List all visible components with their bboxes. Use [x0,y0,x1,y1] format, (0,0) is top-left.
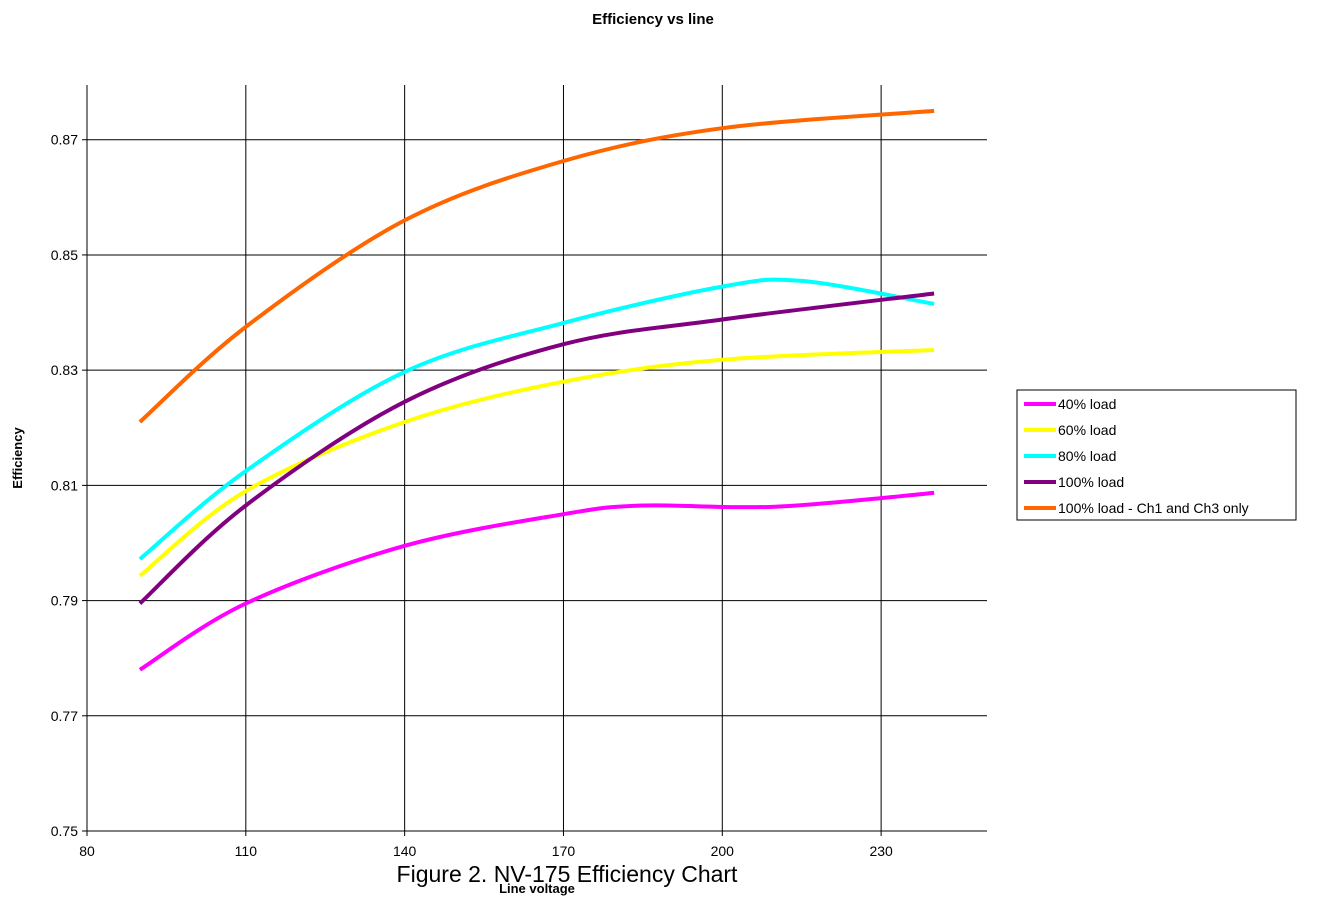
y-tick-label: 0.75 [51,823,78,839]
x-tick-label: 230 [869,843,893,859]
x-tick-label: 200 [711,843,735,859]
grid [87,85,987,831]
y-tick-label: 0.81 [51,477,78,493]
axes [82,85,987,836]
y-tick-labels: 0.75 0.77 0.79 0.81 0.83 0.85 0.87 [51,132,78,839]
y-tick-label: 0.85 [51,247,78,263]
x-tick-label: 170 [552,843,576,859]
legend-label: 100% load [1058,474,1124,490]
series-line-4 [138,291,935,605]
y-tick-label: 0.77 [51,708,78,724]
y-tick-label: 0.87 [51,132,78,148]
plot-series [138,108,935,672]
series-line-3 [138,277,935,561]
legend: 40% load 60% load 80% load 100% load 100% lo… [1016,389,1297,521]
series-line-5 [138,108,935,424]
series-line-2 [138,348,935,578]
legend-label: 100% load - Ch1 and Ch3 only [1058,500,1249,516]
legend-label: 80% load [1058,448,1116,464]
y-tick-label: 0.83 [51,362,78,378]
y-axis-label: Efficiency [10,427,25,489]
x-tick-label: 80 [79,843,95,859]
legend-box [1016,389,1297,521]
legend-label: 60% load [1058,422,1116,438]
x-tick-label: 140 [393,843,417,859]
x-axis-label: Line voltage [499,881,575,896]
x-tick-label: 110 [235,843,258,859]
legend-label: 40% load [1058,396,1116,412]
chart-title: Efficiency vs line [592,11,714,28]
legend-items: 40% load 60% load 80% load 100% load 100% lo… [1024,396,1249,516]
series-line-1 [138,490,935,672]
x-tick-labels: 80 110 140 170 200 230 [79,843,893,859]
figure-caption: Figure 2. NV-175 Efficiency Chart [397,861,739,887]
y-tick-label: 0.79 [51,593,78,609]
